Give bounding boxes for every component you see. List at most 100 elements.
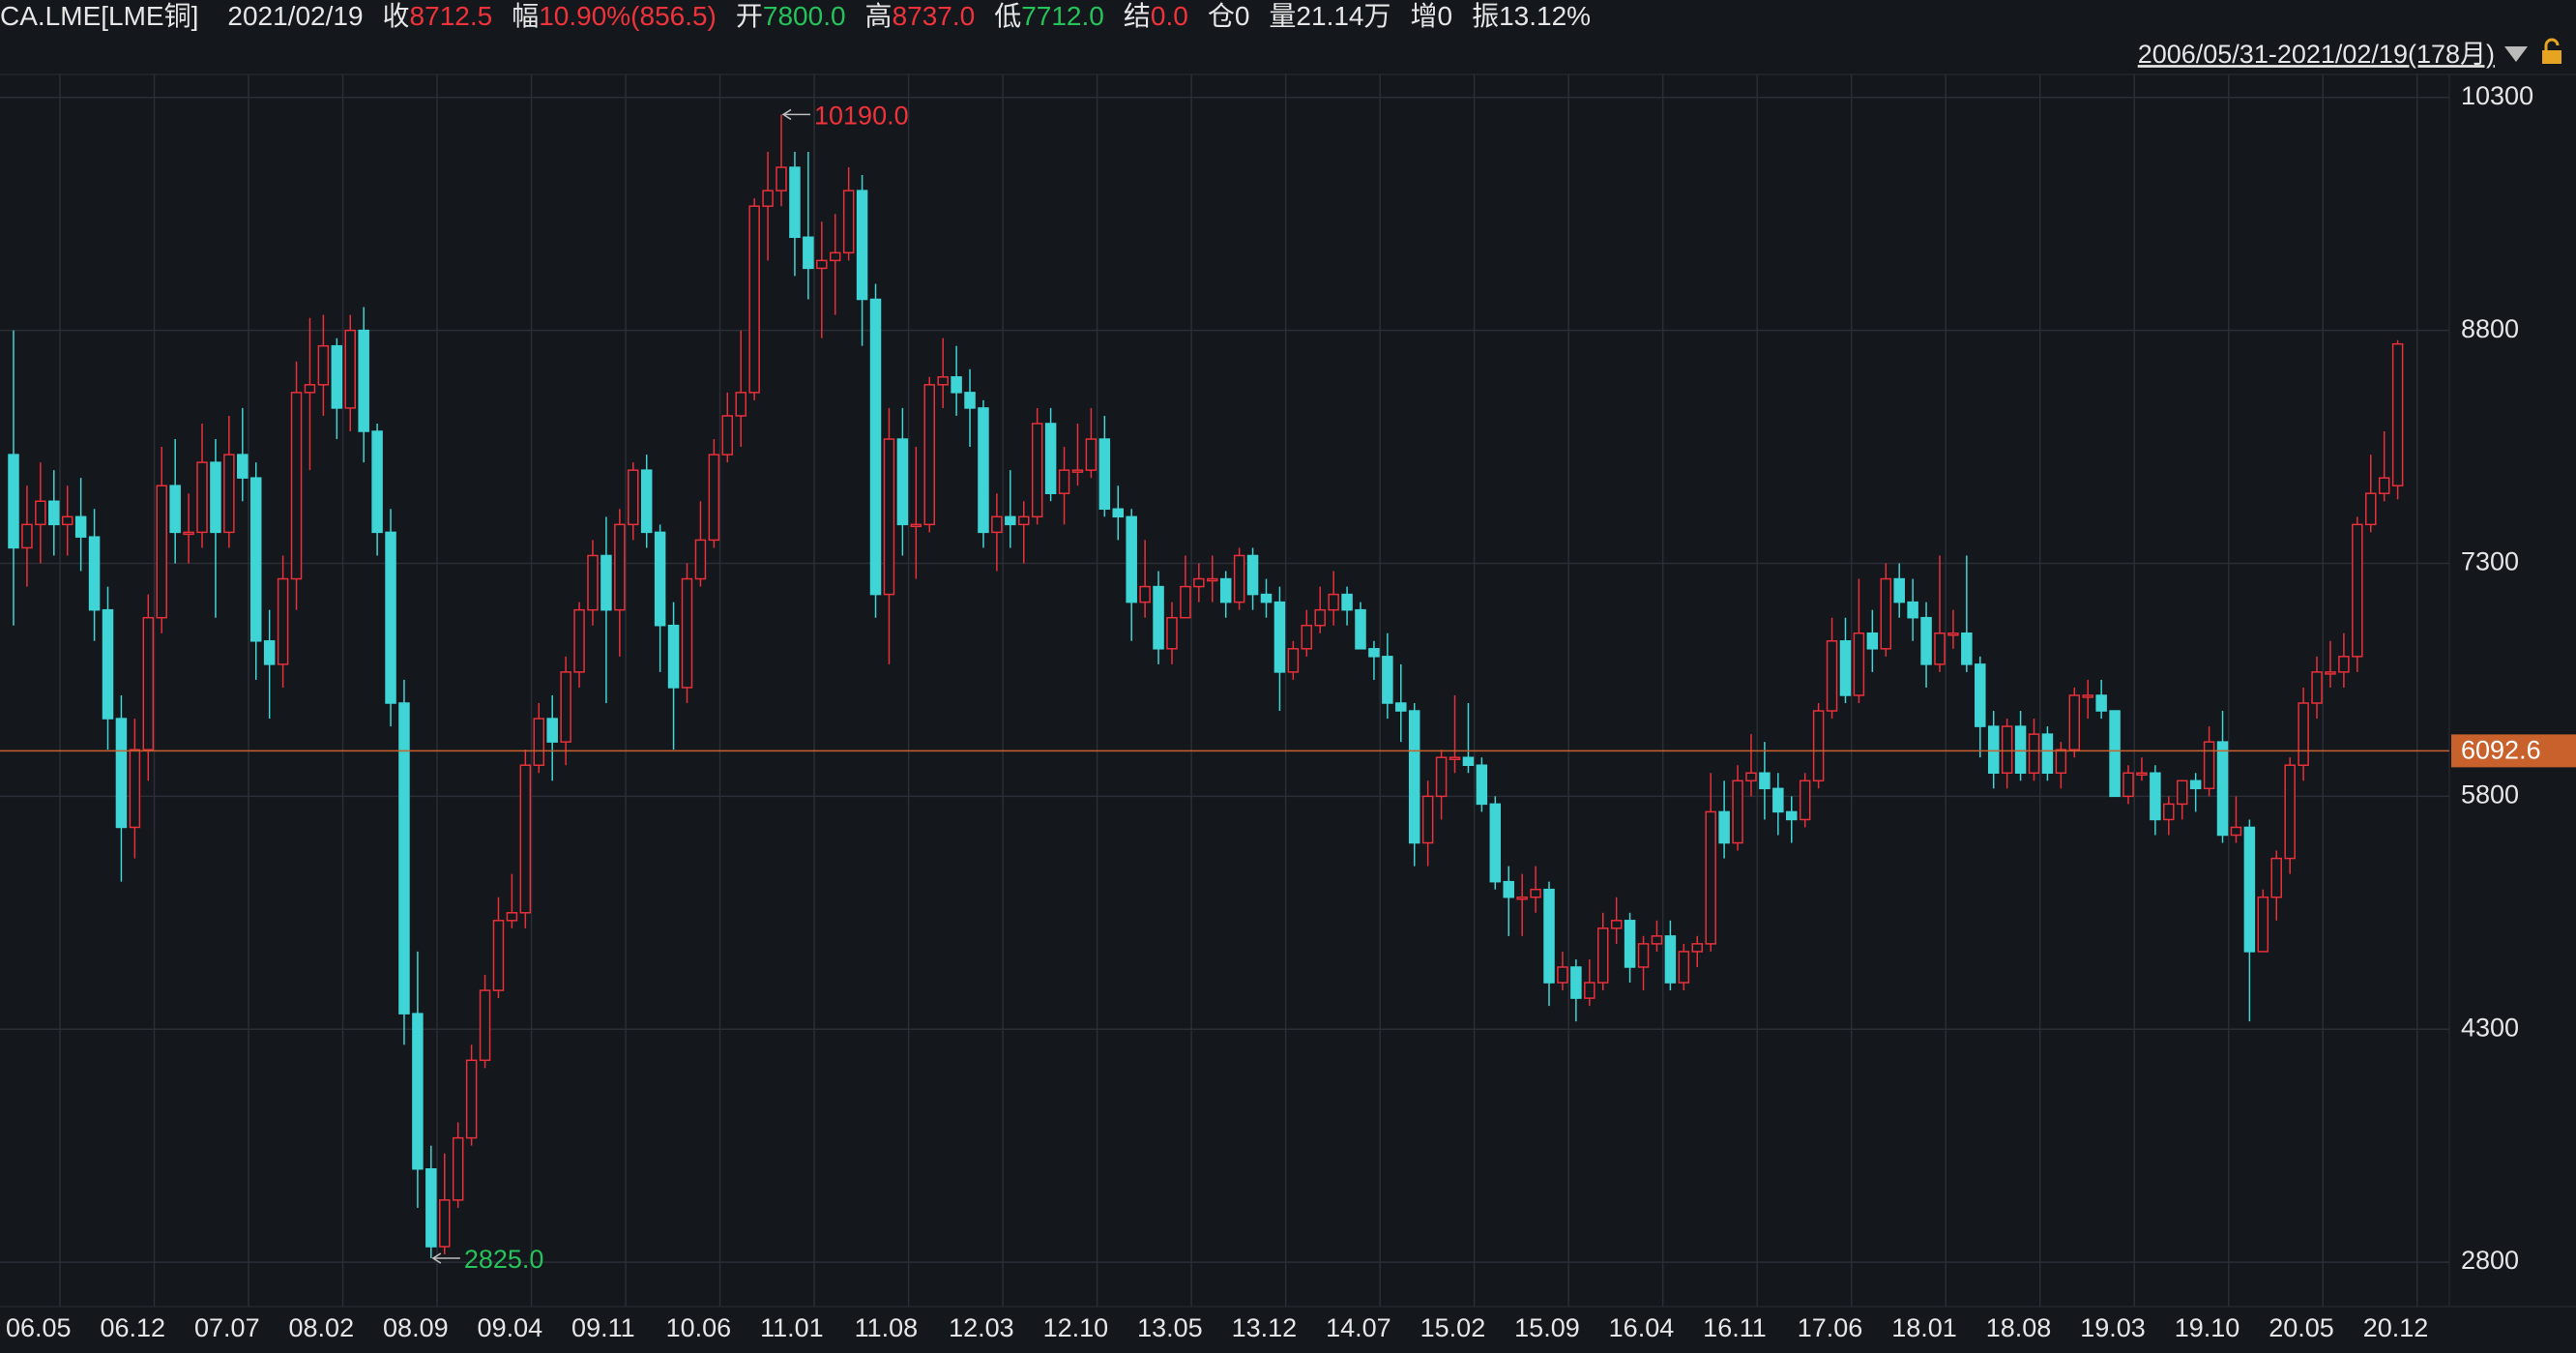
candle-body xyxy=(1193,577,1205,588)
candle-body xyxy=(371,430,383,534)
candle-body xyxy=(385,531,396,704)
candle-body xyxy=(1408,710,1420,844)
candle-body xyxy=(1907,601,1918,619)
candle-body xyxy=(1044,423,1057,494)
x-tick-label: 16.04 xyxy=(1609,1313,1675,1342)
x-tick-label: 19.03 xyxy=(2080,1313,2146,1342)
candle-body xyxy=(249,477,262,642)
candle-body xyxy=(1503,880,1514,898)
candle-body xyxy=(1071,469,1084,473)
candle-body xyxy=(2176,779,2188,806)
candle-body xyxy=(1745,772,1757,782)
candle-body xyxy=(1368,648,1380,658)
candle-body xyxy=(2378,477,2390,494)
candle-body xyxy=(803,236,814,270)
candle-body xyxy=(1005,515,1016,526)
candle-body xyxy=(1543,888,1555,984)
candle-body xyxy=(560,671,571,743)
range-dropdown[interactable] xyxy=(2504,46,2528,62)
quote-value: 8737.0 xyxy=(892,1,976,31)
candle-body xyxy=(1678,951,1690,984)
candle-body xyxy=(1920,616,1932,665)
candle-body xyxy=(1624,920,1636,968)
candle-body xyxy=(829,251,841,262)
x-tick-label: 11.01 xyxy=(760,1313,824,1342)
candle-body xyxy=(2270,857,2282,898)
candle-body xyxy=(951,376,962,394)
lock-icon[interactable] xyxy=(2542,38,2561,64)
candle-body xyxy=(1355,608,1366,650)
candle-body xyxy=(1085,438,1098,471)
candle-body xyxy=(1139,585,1151,603)
candle-body xyxy=(1975,663,1986,727)
candle-body xyxy=(2243,826,2256,953)
y-tick-label: 10300 xyxy=(2461,81,2533,110)
candle-body xyxy=(290,392,303,580)
quote-key: 量 xyxy=(1269,1,1297,31)
x-tick-label: 18.08 xyxy=(1986,1313,2052,1342)
candle-body xyxy=(721,415,734,456)
candle-body xyxy=(2095,694,2107,712)
candle-body xyxy=(156,485,167,619)
candle-body xyxy=(2311,671,2323,704)
candle-body xyxy=(492,920,505,991)
y-tick-label: 7300 xyxy=(2461,547,2519,576)
x-tick-label: 06.12 xyxy=(101,1313,166,1342)
y-tick-label: 2800 xyxy=(2461,1246,2519,1275)
candle-body xyxy=(479,989,491,1062)
candle-body xyxy=(1314,608,1326,627)
y-tick-label: 5800 xyxy=(2461,779,2519,809)
quote-value: 8712.5 xyxy=(409,1,493,31)
candle-body xyxy=(614,523,626,611)
x-tick-label: 08.02 xyxy=(289,1313,355,1342)
quote-value: 7712.0 xyxy=(1021,1,1104,31)
candle-body xyxy=(358,329,369,432)
candle-body xyxy=(425,1167,437,1248)
candle-body xyxy=(1462,756,1475,766)
candle-body xyxy=(1166,616,1178,650)
candle-body xyxy=(708,454,720,542)
candle-body xyxy=(681,577,693,689)
candle-body xyxy=(1180,585,1191,619)
candle-body xyxy=(2122,772,2134,798)
candle-body xyxy=(1395,702,1407,712)
candle-body xyxy=(762,190,774,207)
candle-body xyxy=(2014,725,2027,775)
candle-body xyxy=(1691,943,1703,953)
date: 2021/02/19 xyxy=(227,1,364,31)
candle-body xyxy=(628,469,639,526)
candle-body xyxy=(48,500,60,526)
candle-body xyxy=(317,344,330,386)
candle-body xyxy=(1759,772,1771,790)
candle-body xyxy=(2055,749,2067,775)
candle-body xyxy=(2352,523,2363,658)
candle-body xyxy=(1934,632,1946,665)
candle-body xyxy=(1880,577,1892,650)
candle-body xyxy=(2298,702,2309,766)
x-tick-label: 12.03 xyxy=(949,1313,1014,1342)
range-label[interactable]: 2006/05/31-2021/02/19(178月) xyxy=(2138,40,2495,69)
candle-body xyxy=(1839,640,1852,696)
candle-body xyxy=(776,166,787,191)
x-tick-label: 17.06 xyxy=(1798,1313,1863,1342)
candle-body xyxy=(978,407,989,534)
y-tick-label: 8800 xyxy=(2461,314,2519,343)
quote-key: 振 xyxy=(1472,1,1500,31)
candle-body xyxy=(183,531,194,536)
x-tick-label: 12.10 xyxy=(1043,1313,1109,1342)
x-tick-label: 16.11 xyxy=(1703,1313,1767,1342)
candle-body xyxy=(1219,577,1232,603)
candle-body xyxy=(667,624,680,689)
candle-body xyxy=(223,454,235,534)
candle-body xyxy=(2338,656,2350,673)
quote-key: 仓 xyxy=(1207,1,1235,31)
candle-body xyxy=(237,454,249,479)
quote-value: 0 xyxy=(1437,1,1453,31)
candle-body xyxy=(1853,632,1865,696)
candle-body xyxy=(533,718,545,766)
x-tick-label: 08.09 xyxy=(383,1313,449,1342)
candle-body xyxy=(2365,492,2377,526)
candle-body xyxy=(8,454,19,549)
candle-body xyxy=(896,438,909,526)
candle-body xyxy=(1382,656,1393,704)
